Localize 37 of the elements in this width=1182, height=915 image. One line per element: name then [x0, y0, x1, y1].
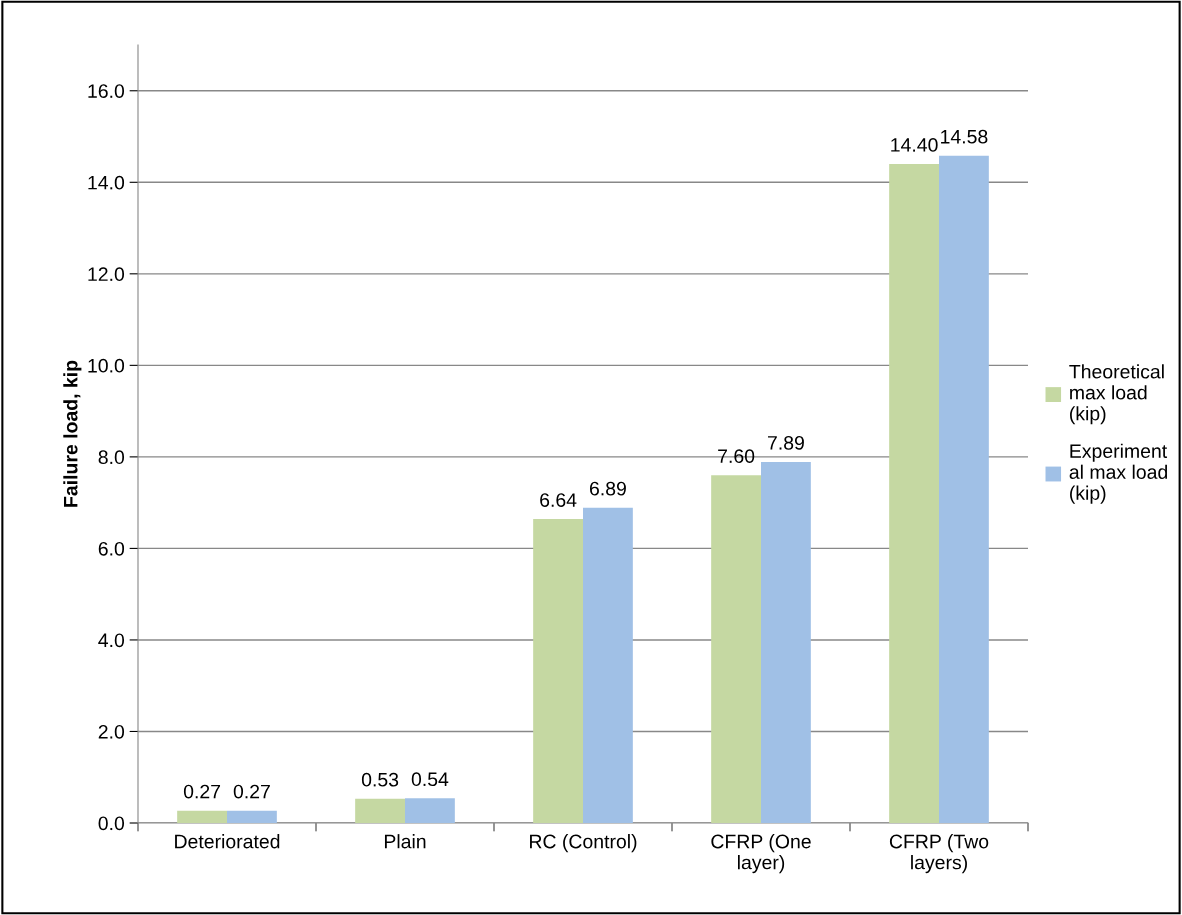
data-label: 0.27 — [233, 784, 270, 799]
y-axis-title: Failure load, kip — [63, 360, 82, 507]
bar — [711, 475, 761, 823]
y-tick-label: 0.0 — [98, 816, 125, 831]
data-label: 7.60 — [718, 449, 755, 464]
bar — [889, 163, 939, 823]
bar — [177, 810, 227, 823]
data-label: 0.27 — [183, 784, 221, 799]
y-tick-label: 8.0 — [98, 450, 125, 465]
y-tick-label: 2.0 — [98, 724, 125, 739]
bar — [939, 155, 989, 823]
x-tick-label: Plain — [384, 834, 426, 849]
y-tick-label: 10.0 — [88, 358, 125, 373]
bar — [227, 810, 277, 823]
data-label: 14.58 — [941, 129, 988, 144]
y-tick-label: 6.0 — [98, 541, 125, 556]
data-label: 6.89 — [589, 481, 626, 496]
data-label: 14.40 — [891, 138, 938, 152]
data-label: 0.53 — [361, 772, 399, 787]
x-tick-label: CFRP (Two layers) — [889, 834, 989, 874]
legend-label: Experiment al max load (kip) — [1069, 443, 1168, 504]
bar — [761, 461, 811, 823]
data-label: 0.54 — [411, 772, 449, 787]
y-tick-label: 16.0 — [88, 84, 125, 98]
y-tick-label: 14.0 — [88, 175, 125, 190]
data-label: 7.89 — [768, 435, 804, 450]
bar — [405, 798, 455, 823]
y-tick-label: 12.0 — [88, 267, 125, 282]
y-tick-label: 4.0 — [98, 633, 125, 648]
bar — [583, 507, 633, 823]
bar — [355, 798, 405, 823]
bar — [533, 519, 583, 823]
x-tick-label: Deteriorated — [175, 834, 280, 849]
x-tick-label: RC (Control) — [530, 834, 637, 853]
legend-label: Theoretical max load (kip) — [1069, 364, 1164, 425]
x-tick-label: CFRP (One layer) — [711, 834, 811, 874]
data-label: 6.64 — [540, 493, 577, 507]
